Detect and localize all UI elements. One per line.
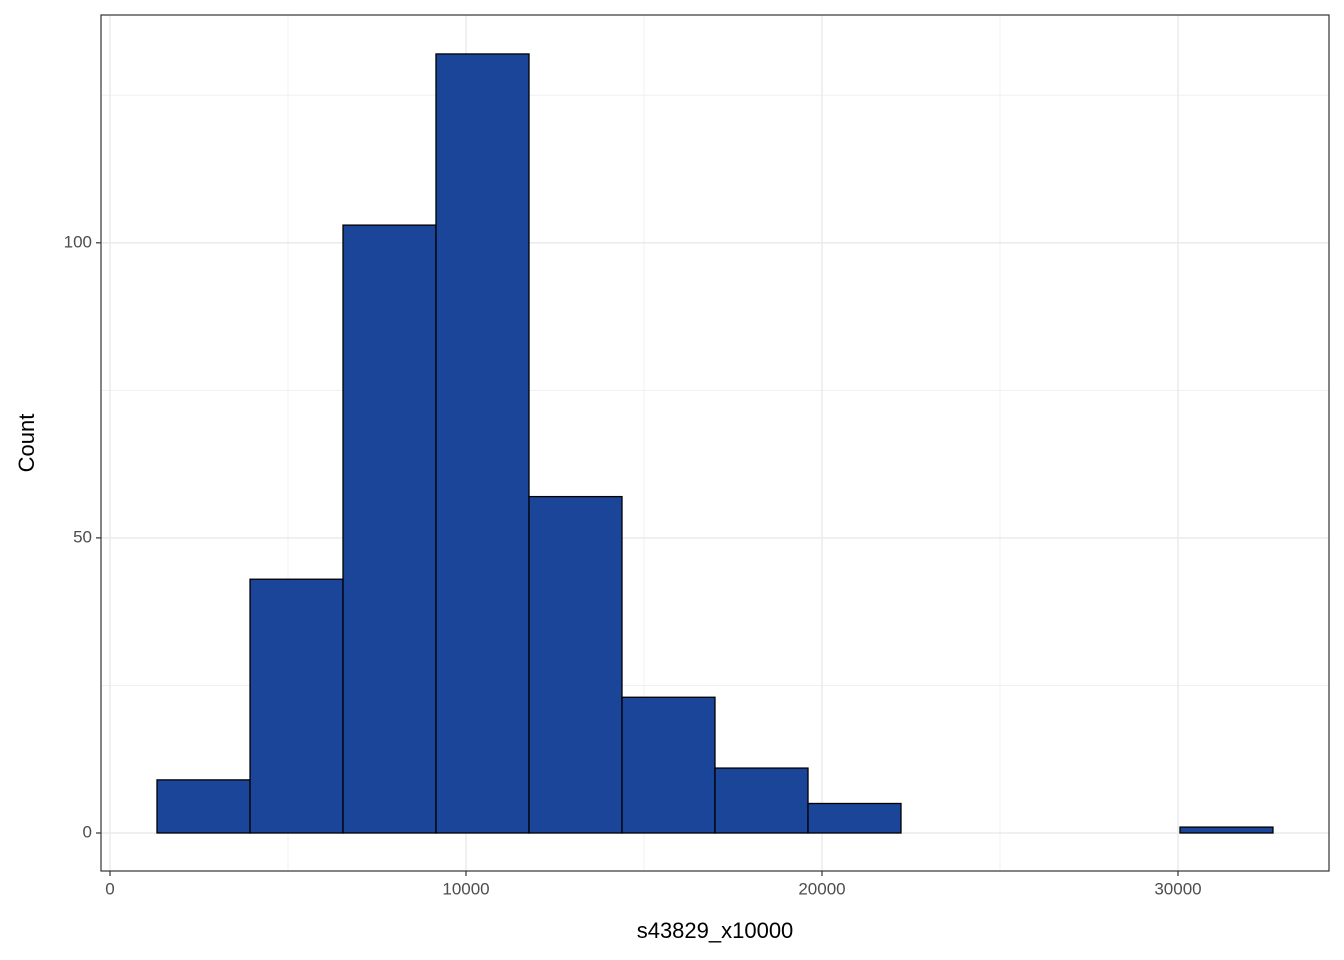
y-tick-label: 0 [83,822,92,841]
x-tick-label: 0 [105,879,114,898]
y-tick-label: 50 [73,527,92,546]
bar [435,53,530,834]
x-tick-label: 20000 [798,879,845,898]
bar [807,802,902,834]
panel-border [100,14,1330,872]
bar [342,224,437,834]
y-axis-title: Count [14,414,39,473]
bar [621,696,716,834]
bar [1179,826,1274,834]
x-tick-label: 10000 [442,879,489,898]
x-tick-label: 30000 [1154,879,1201,898]
y-tick-label: 100 [64,232,92,251]
bar [156,779,251,834]
x-axis-title: s43829_x10000 [637,918,794,943]
bar [249,578,344,834]
bar [528,495,623,834]
bar [714,767,809,834]
